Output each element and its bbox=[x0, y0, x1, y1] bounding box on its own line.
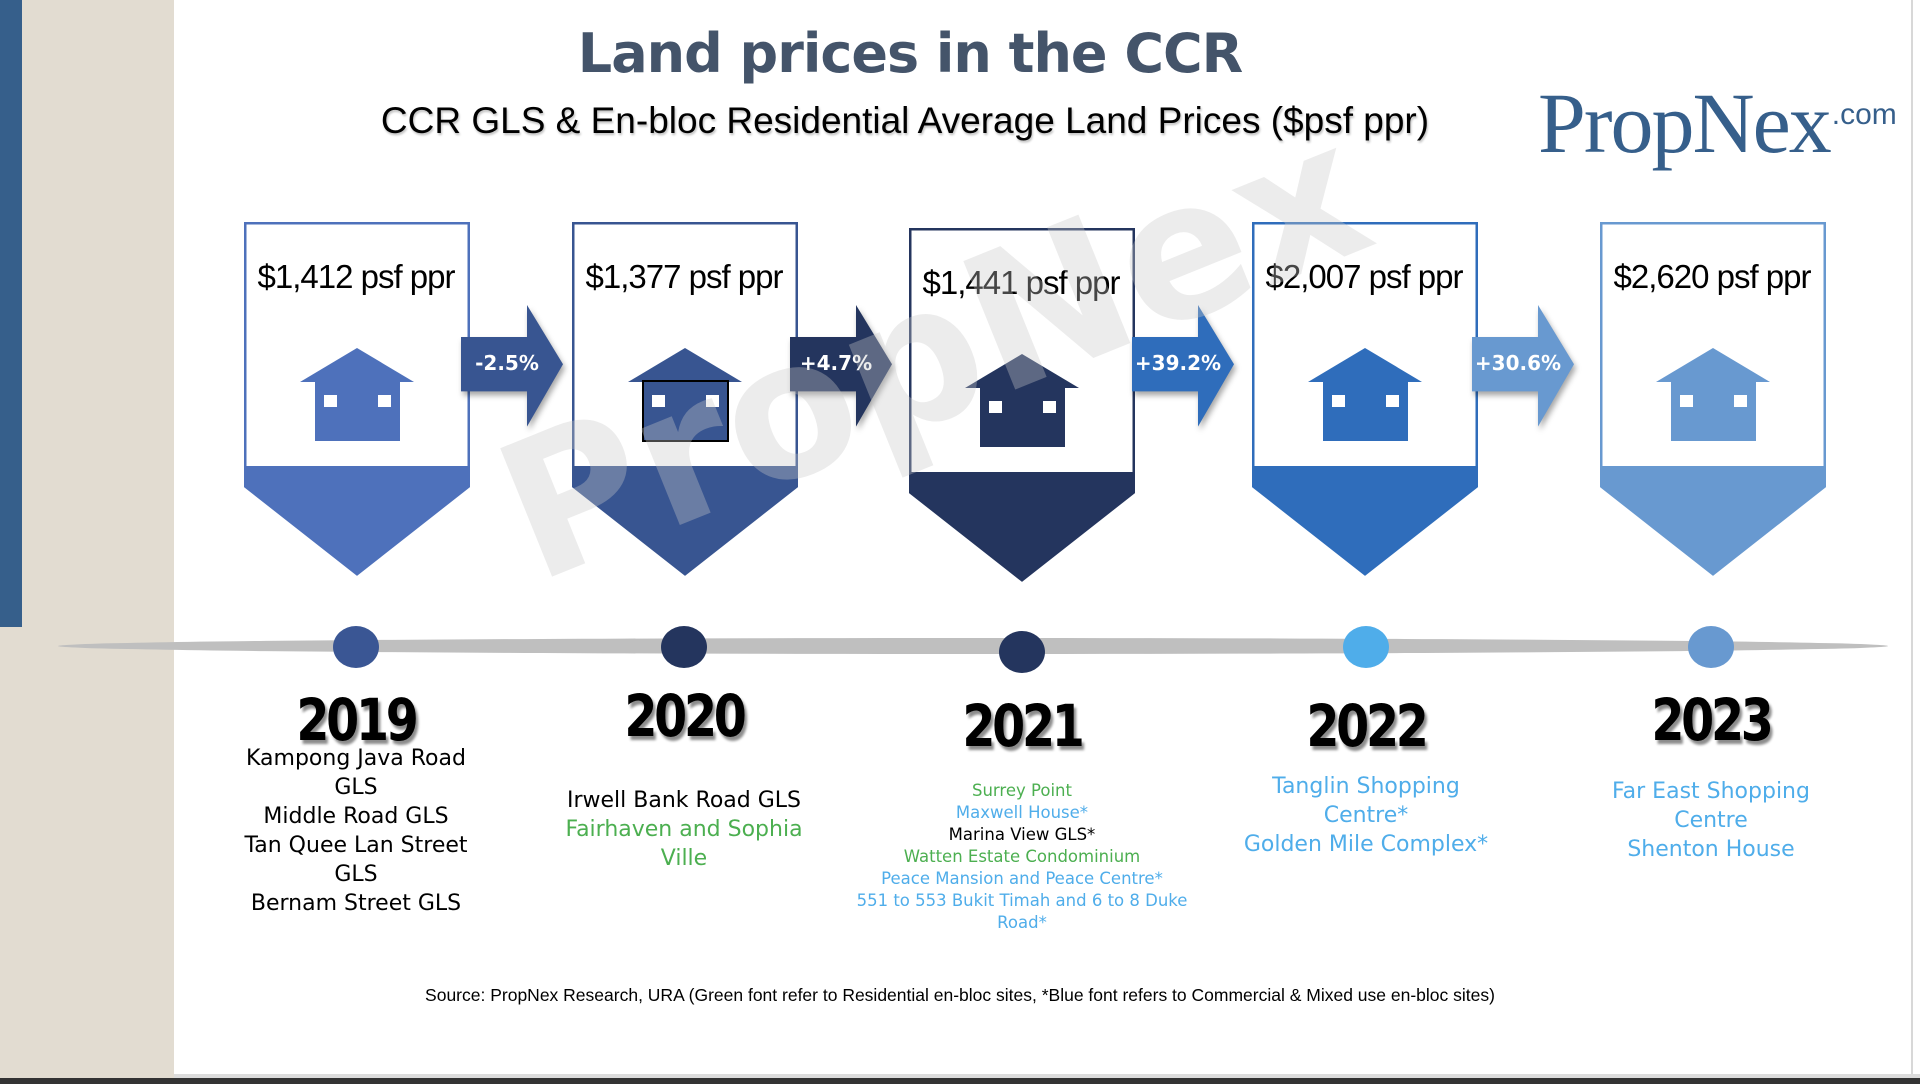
site-item: Shenton House bbox=[1627, 837, 1795, 862]
source-note: Source: PropNex Research, URA (Green fon… bbox=[425, 985, 1495, 1005]
slide-bottom-border bbox=[174, 1074, 1920, 1078]
timeline-bar bbox=[58, 638, 1888, 654]
house-icon bbox=[628, 348, 742, 442]
timeline-dot-2023 bbox=[1688, 626, 1734, 668]
site-item: Irwell Bank Road GLS bbox=[567, 788, 801, 813]
sites-list-2020: Irwell Bank Road GLS Fairhaven and Sophia… bbox=[554, 786, 814, 873]
change-arrow-1: -2.5% bbox=[461, 305, 573, 427]
site-item: Surrey Point bbox=[972, 781, 1072, 800]
price-label: $1,441 psf ppr bbox=[922, 264, 1121, 301]
house-icon bbox=[300, 348, 414, 441]
sites-list-2021: Surrey Point Maxwell House* Marina View GL… bbox=[852, 780, 1192, 934]
slide-right-edge bbox=[1911, 0, 1913, 1078]
year-label-2022: 2022 bbox=[1306, 692, 1429, 760]
logo-main-text: PropNex bbox=[1538, 75, 1832, 171]
change-percent-label: +4.7% bbox=[799, 351, 873, 375]
site-item: Watten Estate Condominium bbox=[903, 847, 1141, 866]
card-shape bbox=[909, 228, 1135, 582]
price-label: $2,007 psf ppr bbox=[1265, 258, 1464, 295]
change-arrow-2: +4.7% bbox=[790, 305, 902, 427]
house-icon bbox=[1308, 348, 1422, 441]
arrow-right-icon bbox=[1132, 305, 1234, 427]
card-shape bbox=[1600, 222, 1826, 576]
arrow-right-icon bbox=[461, 305, 563, 427]
timeline-dot-2019 bbox=[333, 626, 379, 668]
site-item: Middle Road GLS bbox=[263, 804, 449, 829]
sites-list-2022: Tanglin Shopping Centre* Golden Mile Comp… bbox=[1236, 772, 1496, 859]
house-icon bbox=[965, 354, 1079, 447]
site-item: 551 to 553 Bukit Timah and 6 to 8 Duke R… bbox=[856, 891, 1188, 932]
price-label: $1,377 psf ppr bbox=[585, 258, 784, 295]
price-card-2022: $2,007 psf ppr bbox=[1252, 222, 1478, 580]
change-arrow-3: +39.2% bbox=[1132, 305, 1244, 427]
site-item: Tanglin Shopping Centre* bbox=[1272, 774, 1460, 828]
price-label: $1,412 psf ppr bbox=[257, 258, 456, 295]
change-percent-label: -2.5% bbox=[475, 351, 539, 375]
page-subtitle: CCR GLS & En-bloc Residential Average La… bbox=[380, 100, 1430, 141]
site-item: Peace Mansion and Peace Centre* bbox=[881, 869, 1163, 888]
price-card-2021: $1,441 psf ppr bbox=[909, 228, 1135, 586]
change-percent-label: +30.6% bbox=[1474, 351, 1562, 375]
site-item: Fairhaven and Sophia Ville bbox=[565, 817, 803, 871]
page-title: Land prices in the CCR bbox=[577, 22, 1243, 85]
site-item: Far East Shopping Centre bbox=[1612, 779, 1810, 833]
house-icon bbox=[1656, 348, 1770, 441]
sites-list-2023: Far East Shopping Centre Shenton House bbox=[1581, 777, 1841, 864]
change-arrow-4: +30.6% bbox=[1472, 305, 1584, 427]
site-item: Maxwell House* bbox=[955, 803, 1089, 822]
price-card-2019: $1,412 psf ppr bbox=[244, 222, 470, 580]
window-bottom-bar bbox=[0, 1078, 1920, 1084]
timeline-dot-2022 bbox=[1343, 626, 1389, 668]
card-shape bbox=[244, 222, 470, 576]
site-item: Bernam Street GLS bbox=[250, 891, 462, 916]
sites-list-2019: Kampong Java Road GLS Middle Road GLS Tan … bbox=[241, 744, 471, 918]
site-item: Golden Mile Complex* bbox=[1243, 832, 1489, 857]
card-shape bbox=[1252, 222, 1478, 576]
year-label-2023: 2023 bbox=[1651, 686, 1774, 754]
propnex-logo: PropNex.com bbox=[1538, 80, 1897, 166]
timeline-dot-2020 bbox=[661, 626, 707, 668]
price-card-2020: $1,377 psf ppr bbox=[572, 222, 798, 580]
year-label-2019: 2019 bbox=[296, 686, 419, 754]
arrow-right-icon bbox=[1472, 305, 1574, 427]
site-item: Kampong Java Road GLS bbox=[246, 746, 466, 800]
slide-accent-bar bbox=[0, 0, 22, 627]
price-card-2023: $2,620 psf ppr bbox=[1600, 222, 1826, 580]
slide-left-margin bbox=[0, 0, 174, 1078]
year-label-2021: 2021 bbox=[962, 692, 1085, 760]
arrow-right-icon bbox=[790, 305, 892, 427]
timeline-dot-2021 bbox=[999, 631, 1045, 673]
site-item: Tan Quee Lan Street GLS bbox=[244, 833, 468, 887]
price-label: $2,620 psf ppr bbox=[1613, 258, 1812, 295]
logo-suffix-text: .com bbox=[1831, 98, 1897, 131]
year-label-2020: 2020 bbox=[624, 682, 747, 750]
card-shape bbox=[572, 222, 798, 576]
site-item: Marina View GLS* bbox=[948, 825, 1096, 844]
change-percent-label: +39.2% bbox=[1134, 351, 1222, 375]
